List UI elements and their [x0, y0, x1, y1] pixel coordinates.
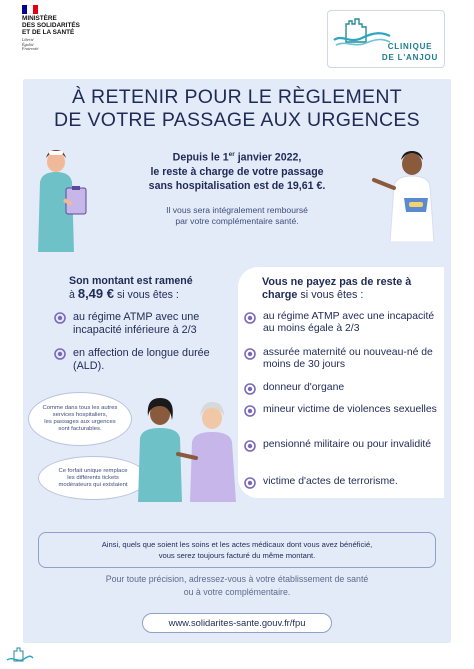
bullet-icon [244, 440, 256, 452]
list-item: au régime ATMP avec une incapacité infér… [54, 311, 234, 336]
bullet-icon [244, 405, 256, 417]
speech-bubble: Ce forfait unique remplace les différent… [38, 456, 148, 500]
nurse-elderly-woman-illustration [138, 398, 236, 502]
intro-statement: Depuis le 1er janvier 2022, le reste à c… [148, 151, 326, 192]
republic-motto: Liberté Égalité Fraternité [22, 37, 39, 52]
list-item: victime d'actes de terrorisme. [244, 476, 440, 489]
bullet-icon [244, 312, 256, 324]
intro-reimbursement-note: Il vous sera intégralement remboursé par… [166, 205, 308, 226]
clinic-name: CLINIQUE DE L'ANJOU [381, 42, 439, 62]
billing-note: Ainsi, quels que soient les soins et les… [38, 532, 436, 568]
bullet-icon [244, 348, 256, 360]
list-item: donneur d'organe [244, 382, 440, 395]
ministry-name: MINISTÈRE DES SOLIDARITÉS ET DE LA SANTÉ [22, 15, 80, 36]
bullet-icon [244, 477, 256, 489]
clinic-small-logo-icon [6, 647, 34, 662]
contact-info: Pour toute précision, adressez-vous à vo… [105, 574, 369, 597]
bullet-icon [54, 348, 66, 360]
list-item: en affection de longue durée (ALD). [54, 347, 234, 372]
bullet-icon [244, 383, 256, 395]
list-item: pensionné militaire ou pour invalidité [244, 439, 440, 452]
list-item: mineur victime de violences sexuelles [244, 404, 440, 417]
list-item: au régime ATMP avec une incapacité au mo… [244, 311, 440, 335]
clinic-logo: CLINIQUE DE L'ANJOU [327, 10, 445, 68]
no-charge-heading: Vous ne payez pas de reste à charge si v… [262, 276, 412, 301]
patient-arm-sling-illustration [372, 151, 435, 242]
bullet-icon [54, 312, 66, 324]
header: MINISTÈRE DES SOLIDARITÉS ET DE LA SANTÉ… [0, 0, 474, 76]
speech-bubble: Comme dans tous les autres services hosp… [28, 392, 132, 446]
nurse-clipboard-illustration [38, 150, 87, 252]
list-item: assurée maternité ou nouveau-né de moins… [244, 347, 440, 371]
no-charge-card [238, 267, 444, 498]
french-flag-logo [22, 5, 38, 14]
reduced-amount-heading: Son montant est ramené à 8,49 € si vous … [69, 275, 193, 301]
website-link[interactable]: www.solidarites-sante.gouv.fr/fpu [142, 613, 332, 633]
castle-icon [333, 18, 391, 46]
page-title: À RETENIR POUR LE RÈGLEMENT DE VOTRE PAS… [54, 86, 420, 131]
